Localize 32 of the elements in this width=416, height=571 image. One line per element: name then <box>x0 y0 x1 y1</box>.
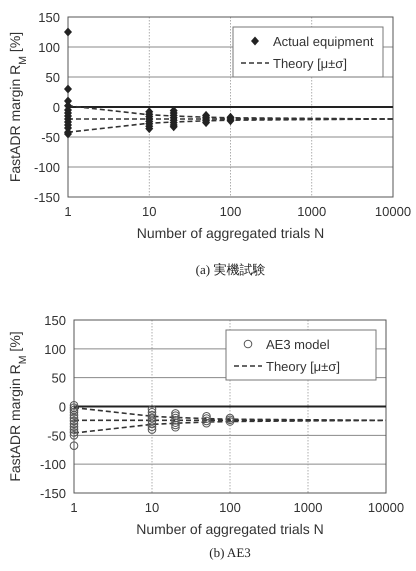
x-tick-label: 100 <box>220 204 242 219</box>
legend-label: Actual equipment <box>273 34 374 49</box>
y-tick-label: 100 <box>38 40 60 55</box>
x-tick-label: 1 <box>70 500 78 515</box>
y-tick-label: 0 <box>52 100 60 115</box>
x-tick-label: 1000 <box>297 204 326 219</box>
x-axis-title: Number of aggregated trials N <box>136 225 324 241</box>
y-tick-label: 50 <box>52 370 66 386</box>
y-tick-label: -50 <box>47 428 66 444</box>
y-tick-label: -100 <box>40 457 66 472</box>
x-tick-label: 10 <box>144 500 160 515</box>
y-tick-label: -150 <box>34 190 60 205</box>
text: (a) 実機試験 <box>196 262 266 277</box>
y-tick-label: -50 <box>41 130 60 145</box>
y-tick-label: -100 <box>34 160 60 175</box>
x-tick-label: 10000 <box>368 500 404 515</box>
x-tick-label: 10000 <box>374 204 412 219</box>
y-tick-label: 100 <box>44 342 66 357</box>
legend-label: Theory [μ±σ] <box>273 56 347 71</box>
x-axis-title: Number of aggregated trials N <box>136 521 324 537</box>
x-tick-label: 100 <box>219 500 241 515</box>
y-tick-label: 0 <box>58 400 66 414</box>
y-tick-label: 50 <box>46 70 60 85</box>
y-tick-label: -150 <box>40 486 66 501</box>
y-tick-label: 150 <box>38 10 60 25</box>
y-tick-label: 150 <box>44 313 66 328</box>
legend-label: Theory [μ±σ] <box>266 359 340 374</box>
x-tick-label: 10 <box>142 204 156 219</box>
x-tick-label: 1 <box>64 204 72 219</box>
text: (b) AE3 <box>209 545 251 560</box>
x-tick-label: 1000 <box>294 500 322 515</box>
legend-label: AE3 model <box>266 337 330 352</box>
